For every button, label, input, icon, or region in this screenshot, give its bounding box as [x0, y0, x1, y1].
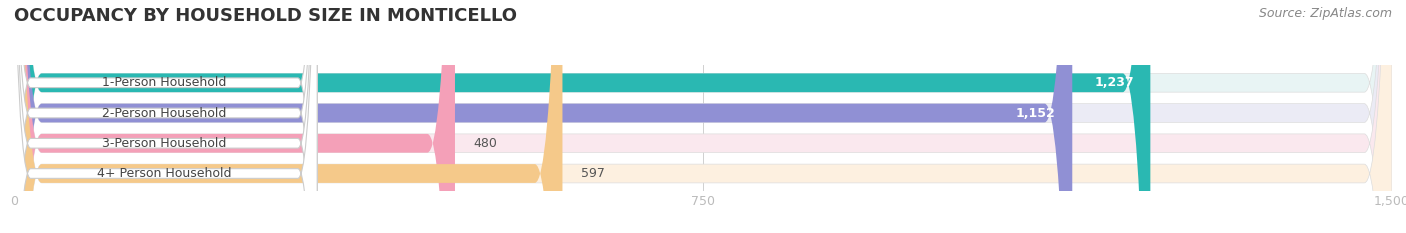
- FancyBboxPatch shape: [11, 0, 318, 233]
- Text: 1,237: 1,237: [1094, 76, 1133, 89]
- Text: Source: ZipAtlas.com: Source: ZipAtlas.com: [1258, 7, 1392, 20]
- FancyBboxPatch shape: [14, 0, 1392, 233]
- Text: 480: 480: [474, 137, 498, 150]
- Text: 1,152: 1,152: [1017, 106, 1056, 120]
- Text: OCCUPANCY BY HOUSEHOLD SIZE IN MONTICELLO: OCCUPANCY BY HOUSEHOLD SIZE IN MONTICELL…: [14, 7, 517, 25]
- FancyBboxPatch shape: [14, 0, 1392, 233]
- FancyBboxPatch shape: [11, 0, 318, 233]
- FancyBboxPatch shape: [11, 0, 318, 233]
- Text: 3-Person Household: 3-Person Household: [103, 137, 226, 150]
- Text: 1-Person Household: 1-Person Household: [103, 76, 226, 89]
- FancyBboxPatch shape: [14, 0, 562, 233]
- FancyBboxPatch shape: [14, 0, 456, 233]
- FancyBboxPatch shape: [14, 0, 1073, 233]
- FancyBboxPatch shape: [14, 0, 1150, 233]
- Text: 2-Person Household: 2-Person Household: [103, 106, 226, 120]
- FancyBboxPatch shape: [14, 0, 1392, 233]
- Text: 597: 597: [581, 167, 605, 180]
- FancyBboxPatch shape: [11, 0, 318, 233]
- FancyBboxPatch shape: [14, 0, 1392, 233]
- Text: 4+ Person Household: 4+ Person Household: [97, 167, 232, 180]
